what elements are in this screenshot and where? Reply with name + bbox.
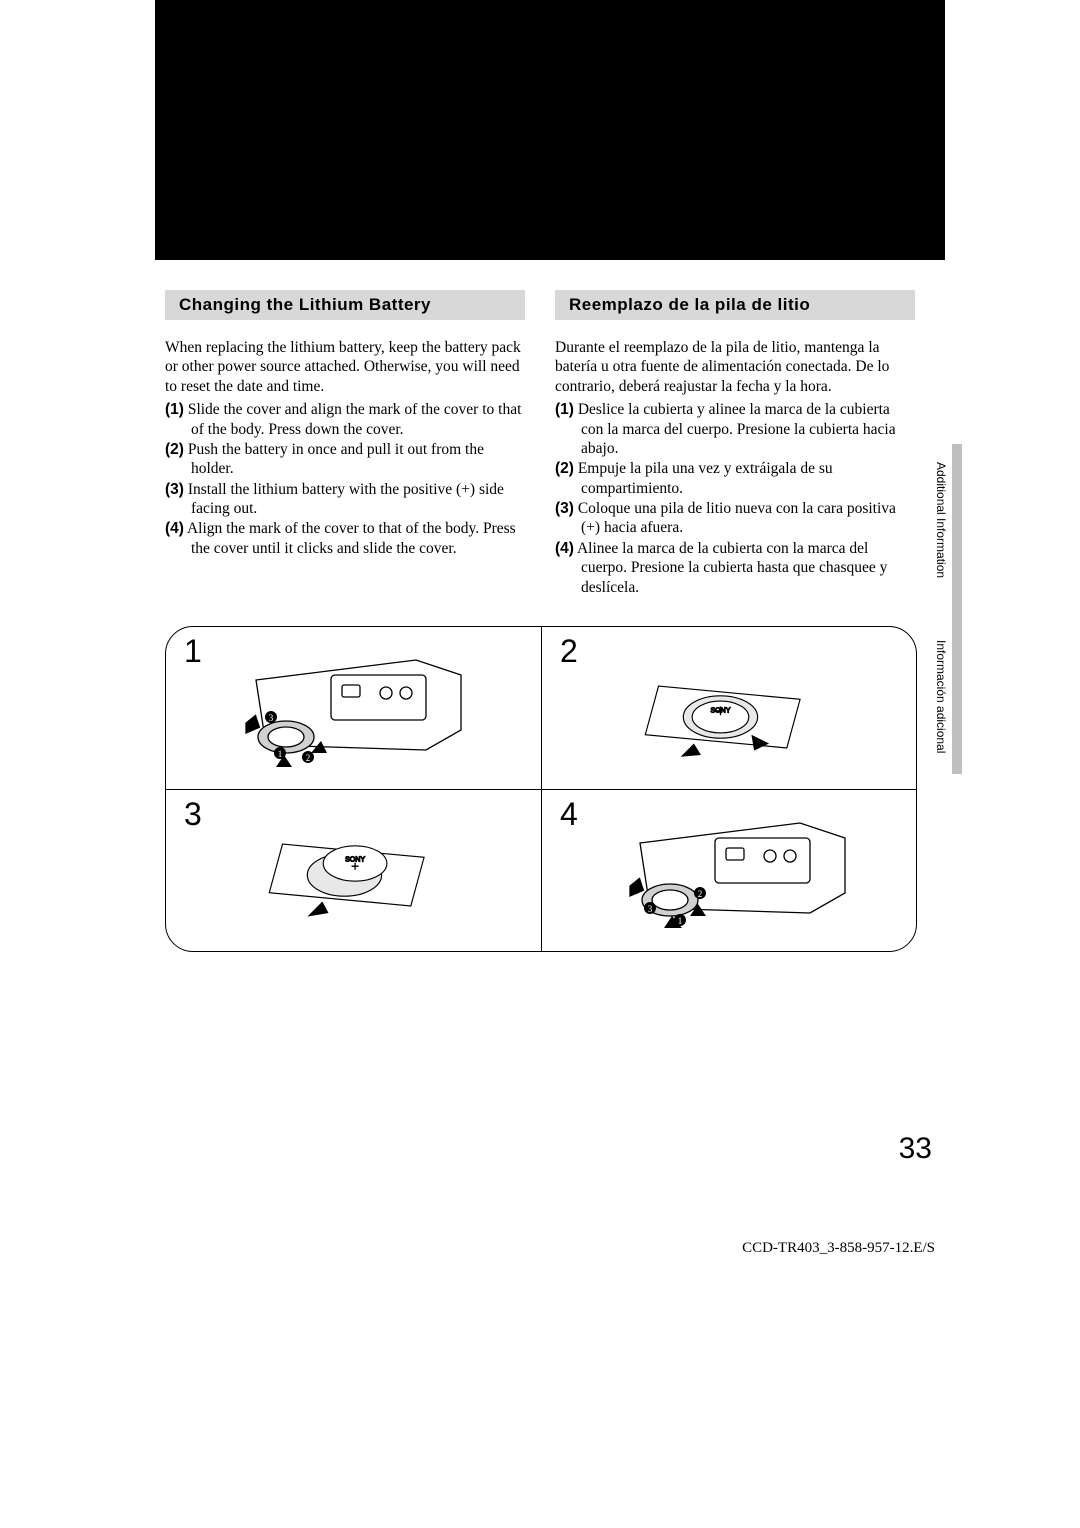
step-text: Deslice la cubierta y alinee la marca de… xyxy=(578,401,896,457)
right-column: Reemplazo de la pila de litio Durante el… xyxy=(555,290,915,598)
diagram-cell-4: 4 3 1 2 xyxy=(541,789,916,951)
two-columns: Changing the Lithium Battery When replac… xyxy=(165,290,915,598)
right-steps: (1) Deslice la cubierta y alinee la marc… xyxy=(555,400,915,597)
left-step-2: (2) Push the battery in once and pull it… xyxy=(165,440,525,479)
left-step-3: (3) Install the lithium battery with the… xyxy=(165,480,525,519)
side-tab-en: Additional Information xyxy=(934,462,948,578)
side-tab-bar xyxy=(952,444,962,774)
left-column: Changing the Lithium Battery When replac… xyxy=(165,290,525,598)
top-banner xyxy=(155,0,945,260)
cell-number: 4 xyxy=(560,796,578,833)
svg-text:2: 2 xyxy=(698,889,703,899)
left-intro: When replacing the lithium battery, keep… xyxy=(165,338,525,396)
svg-text:1: 1 xyxy=(278,749,283,759)
step-text: Empuje la pila una vez y extráigala de s… xyxy=(578,460,833,496)
svg-text:2: 2 xyxy=(306,753,311,763)
step-text: Align the mark of the cover to that of t… xyxy=(187,520,516,556)
cell-number: 1 xyxy=(184,633,202,670)
right-step-2: (2) Empuje la pila una vez y extráigala … xyxy=(555,459,915,498)
left-heading: Changing the Lithium Battery xyxy=(165,290,525,320)
right-step-1: (1) Deslice la cubierta y alinee la marc… xyxy=(555,400,915,458)
cell-number: 3 xyxy=(184,796,202,833)
camcorder-close-illustration: 3 1 2 xyxy=(620,808,880,938)
svg-text:1: 1 xyxy=(678,916,683,926)
cell-number: 2 xyxy=(560,633,578,670)
step-text: Slide the cover and align the mark of th… xyxy=(188,401,522,437)
step-text: Coloque una pila de litio nueva con la c… xyxy=(578,500,896,536)
diagram-cell-3: 3 SONY xyxy=(166,789,541,951)
step-text: Install the lithium battery with the pos… xyxy=(188,481,504,517)
left-step-1: (1) Slide the cover and align the mark o… xyxy=(165,400,525,439)
page-content: Changing the Lithium Battery When replac… xyxy=(165,290,915,952)
battery-remove-illustration: SONY xyxy=(632,652,862,782)
page-number: 33 xyxy=(899,1132,932,1166)
right-step-4: (4) Alinee la marca de la cubierta con l… xyxy=(555,539,915,597)
diagram-cell-1: 1 3 1 2 xyxy=(166,627,541,789)
svg-text:3: 3 xyxy=(269,713,274,723)
footer-doc-code: CCD-TR403_3-858-957-12.E/S xyxy=(0,1240,935,1257)
step-text: Alinee la marca de la cubierta con la ma… xyxy=(577,540,887,596)
camcorder-illustration: 3 1 2 xyxy=(236,645,496,775)
left-step-4: (4) Align the mark of the cover to that … xyxy=(165,519,525,558)
step-text: Push the battery in once and pull it out… xyxy=(188,441,484,477)
right-intro: Durante el reemplazo de la pila de litio… xyxy=(555,338,915,396)
left-steps: (1) Slide the cover and align the mark o… xyxy=(165,400,525,558)
diagram-cell-2: 2 SONY xyxy=(541,627,916,789)
side-tab-es: Información adicional xyxy=(934,640,948,753)
svg-text:3: 3 xyxy=(648,904,653,914)
right-step-3: (3) Coloque una pila de litio nueva con … xyxy=(555,499,915,538)
battery-insert-illustration: SONY xyxy=(256,810,486,940)
right-heading: Reemplazo de la pila de litio xyxy=(555,290,915,320)
diagram-frame: 1 3 1 2 xyxy=(165,626,917,952)
